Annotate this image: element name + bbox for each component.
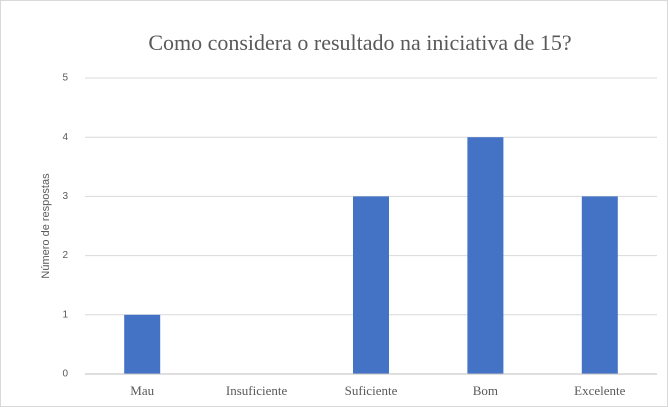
y-tick-label: 1 xyxy=(62,309,68,320)
y-tick-label: 2 xyxy=(62,250,68,261)
x-tick-label: Excelente xyxy=(574,383,625,398)
y-tick-label: 5 xyxy=(62,73,68,84)
chart-title: Como considera o resultado na iniciativa… xyxy=(148,30,571,55)
bar xyxy=(467,137,504,374)
x-tick-label: Suficiente xyxy=(345,383,398,398)
x-tick-label: Insuficiente xyxy=(226,383,288,398)
bar xyxy=(353,196,389,374)
bar xyxy=(581,196,618,374)
y-tick-label: 0 xyxy=(62,369,68,380)
bar xyxy=(124,314,161,374)
x-tick-label: Mau xyxy=(130,383,154,398)
y-tick-label: 4 xyxy=(62,132,68,143)
x-tick-label: Bom xyxy=(473,383,498,398)
y-tick-label: 3 xyxy=(62,191,68,202)
y-axis-label: Número de respostas xyxy=(40,173,52,279)
